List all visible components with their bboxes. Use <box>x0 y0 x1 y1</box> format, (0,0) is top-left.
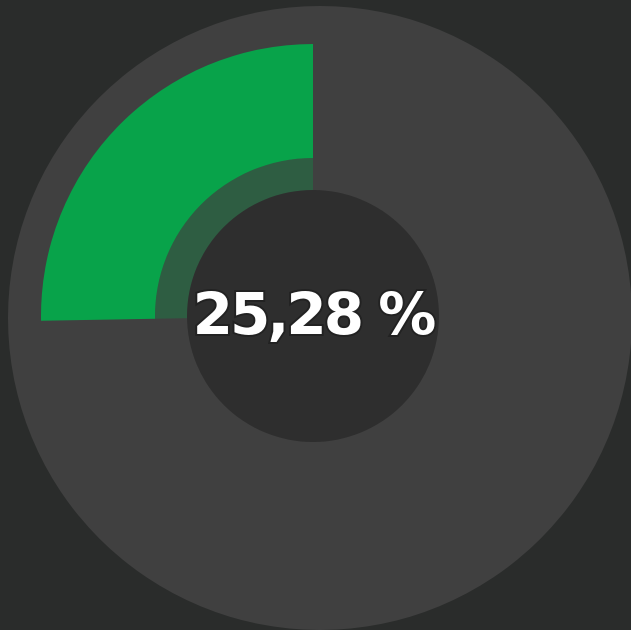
progress-arc <box>41 44 313 321</box>
center-disc <box>187 190 439 442</box>
value-label: 25,28 % <box>193 280 436 348</box>
